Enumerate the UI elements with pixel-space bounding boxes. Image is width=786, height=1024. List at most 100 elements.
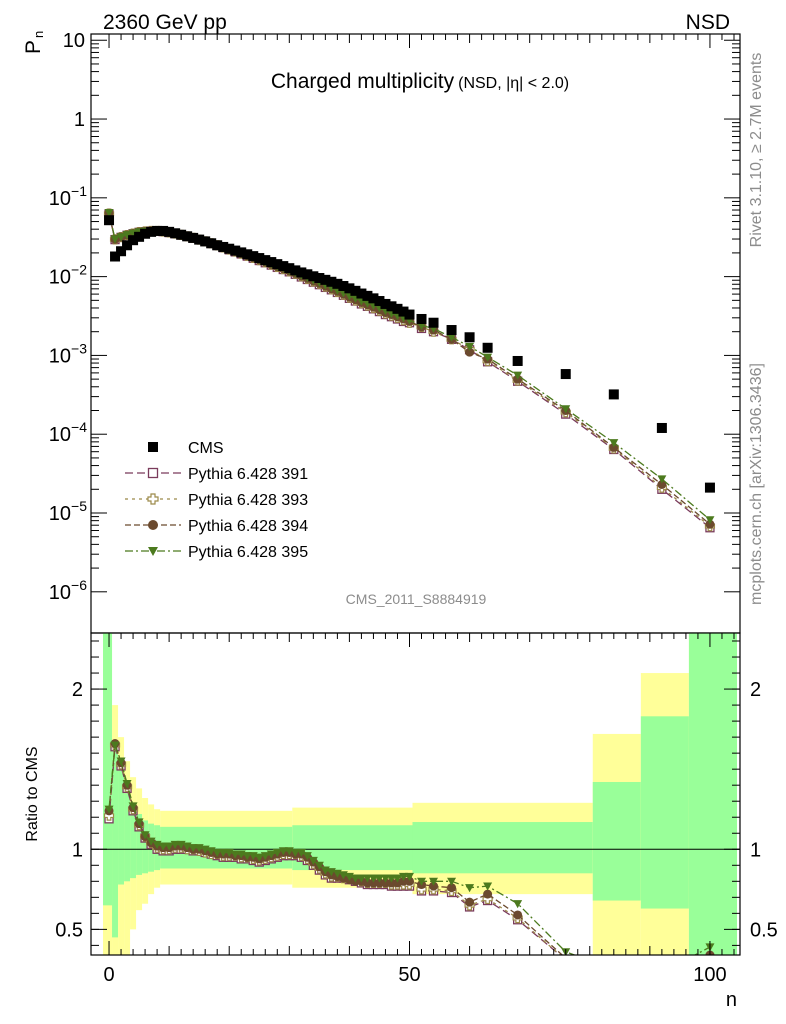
p395-ratio-point xyxy=(392,874,402,883)
p395-point xyxy=(465,342,475,351)
ratio-axes: 0.5 0.5 1 1 2 2 0 50 100 xyxy=(55,633,778,986)
cms-point xyxy=(656,422,667,433)
p395-point xyxy=(609,439,619,448)
cms-point xyxy=(704,482,715,493)
p394-ratio-point xyxy=(404,876,414,886)
cms-point xyxy=(308,271,319,282)
p395-ratio-point xyxy=(158,842,168,851)
mcplots-label: mcplots.cern.ch [arXiv:1306.3436] xyxy=(748,363,765,605)
cms-point xyxy=(332,278,343,289)
inner-band xyxy=(592,781,641,901)
cms-point xyxy=(170,228,181,239)
p395-ratio-point xyxy=(417,877,427,886)
p395-point xyxy=(116,233,126,242)
cms-point xyxy=(242,249,253,260)
cms-point xyxy=(368,293,379,304)
cms-point xyxy=(188,232,199,243)
legend-marker-p391 xyxy=(147,467,159,479)
cms-point xyxy=(236,247,247,258)
p395-ratio-point xyxy=(350,874,360,883)
analysis-watermark: CMS_2011_S8884919 xyxy=(346,591,487,607)
inner-band xyxy=(112,745,119,938)
cms-point xyxy=(446,325,457,336)
inner-band xyxy=(640,716,689,909)
p395-point xyxy=(128,229,138,238)
main-axes: 10 1 10−1 10−2 10−3 10−4 10−5 10−6 xyxy=(49,30,740,604)
p395-ratio-point xyxy=(374,874,384,883)
cms-point xyxy=(344,283,355,294)
cms-point xyxy=(416,313,427,324)
inner-band xyxy=(688,633,737,955)
ratio-y-tick-label: 1 xyxy=(72,839,83,861)
y-axis-label-sub: n xyxy=(31,31,46,38)
cms-point xyxy=(356,288,367,299)
y-tick-label: 10−2 xyxy=(49,262,87,289)
cms-point xyxy=(320,274,331,285)
cms-point xyxy=(152,225,163,236)
cms-point xyxy=(374,296,385,307)
cms-point xyxy=(134,231,145,242)
y-tick-label: 10−3 xyxy=(49,340,87,367)
p395-point xyxy=(657,475,667,484)
inner-band xyxy=(124,793,131,882)
p395-ratio-point xyxy=(386,874,396,883)
ratio-panel: 0.5 0.5 1 1 2 2 0 50 100 Ratio to CMS n xyxy=(24,632,778,1011)
legend-label-p395: Pythia 6.428 395 xyxy=(188,544,308,561)
y-tick-label: 10−4 xyxy=(49,419,87,446)
cms-point xyxy=(122,240,133,251)
cms-point xyxy=(158,225,169,236)
ratio-y-tick-label-right: 0.5 xyxy=(750,919,778,941)
y-tick-label: 1 xyxy=(74,109,85,131)
cms-point xyxy=(392,303,403,314)
legend: CMS Pythia 6.428 391 Pythia 6.428 393 Pythi… xyxy=(125,440,308,561)
cms-point xyxy=(218,241,229,252)
cms-point xyxy=(302,269,313,280)
inner-band xyxy=(412,822,593,874)
ratio-y-tick-label: 0.5 xyxy=(55,919,83,941)
p395-point xyxy=(705,516,715,525)
p394-ratio-point xyxy=(447,883,457,893)
p395-point xyxy=(561,405,571,414)
cms-point xyxy=(200,236,211,247)
cms-point xyxy=(212,240,223,251)
p395-ratio-point xyxy=(170,840,180,849)
inner-band xyxy=(103,633,113,906)
cms-point xyxy=(380,298,391,309)
cms-point xyxy=(482,342,493,353)
p395-ratio-point xyxy=(380,874,390,883)
cms-point xyxy=(386,301,397,312)
cms-point xyxy=(314,273,325,284)
p394-ratio-point xyxy=(465,897,475,907)
p395-ratio-point xyxy=(356,874,366,883)
y-tick-label: 10−6 xyxy=(49,577,87,604)
p395-ratio-point xyxy=(116,757,126,766)
cms-point xyxy=(284,263,295,274)
main-panel: 10 1 10−1 10−2 10−3 10−4 10−5 10−6 Charged mult… xyxy=(22,30,741,634)
p395-ratio-point xyxy=(308,856,318,865)
p394-point xyxy=(657,480,667,490)
cms-point xyxy=(194,234,205,245)
cms-point xyxy=(146,226,157,237)
ratio-series-group xyxy=(103,739,715,955)
p395-point xyxy=(447,333,457,342)
inner-band xyxy=(118,769,125,885)
p395-ratio-point xyxy=(140,831,150,840)
p395-ratio-point xyxy=(362,874,372,883)
x-tick-label: 100 xyxy=(693,964,726,986)
p395-ratio-point xyxy=(290,848,300,857)
p395-ratio-point xyxy=(368,874,378,883)
process-label: NSD xyxy=(686,11,730,34)
p395-point xyxy=(104,208,114,218)
ratio-y-tick-label-right: 2 xyxy=(750,679,761,701)
cms-point xyxy=(104,215,115,226)
cms-point xyxy=(176,229,187,240)
p395-ratio-point xyxy=(447,877,457,886)
legend-marker-p394 xyxy=(148,520,158,530)
cms-point xyxy=(266,257,277,268)
cms-point xyxy=(362,290,373,301)
p395-point xyxy=(513,371,523,380)
inner-band xyxy=(130,804,137,879)
legend-label-cms: CMS xyxy=(188,440,224,457)
cms-point xyxy=(350,285,361,296)
cms-point xyxy=(260,255,271,266)
